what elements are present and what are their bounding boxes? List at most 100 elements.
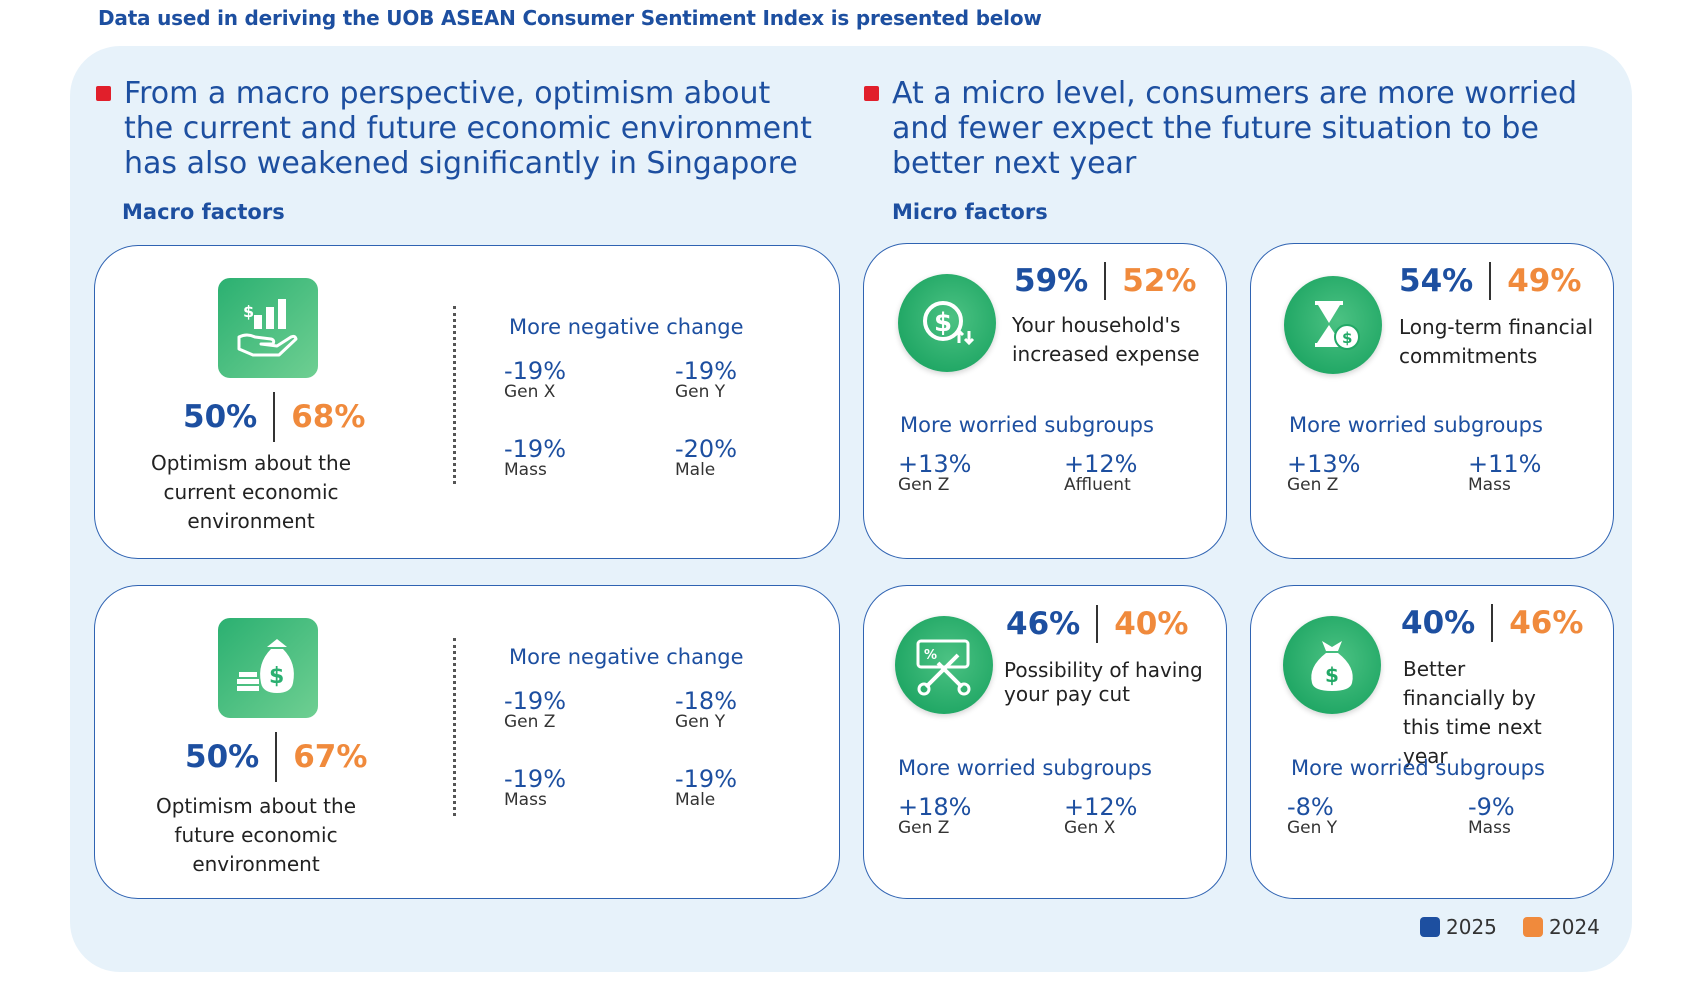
stat-item: -18% Gen Y [675, 689, 737, 732]
stat-item: +13% Gen Z [1287, 452, 1360, 495]
stat-value: +13% [1287, 450, 1361, 478]
page-note: Data used in deriving the UOB ASEAN Cons… [98, 6, 1042, 30]
stat-group: Mass [504, 790, 547, 810]
stat-value: +13% [898, 450, 972, 478]
legend-2024: 2024 [1523, 915, 1600, 939]
stat-item: +11% Mass [1468, 452, 1541, 495]
stat-value: -19% [504, 435, 567, 463]
micro-better-pct: 40% 46% [1401, 604, 1583, 642]
micro-card-commitments: $ 54% 49% Long-term financial commitment… [1250, 243, 1614, 559]
stat-item: -8% Gen Y [1287, 795, 1337, 838]
pct-2024: 49% [1507, 263, 1582, 299]
stat-group: Male [675, 790, 716, 810]
pct-2025: 46% [1006, 606, 1081, 642]
stat-item: -19% Male [675, 767, 737, 810]
micro-expense-desc: Your household's increased expense [1012, 313, 1200, 366]
stat-group: Mass [1468, 818, 1511, 838]
legend-label: 2024 [1549, 915, 1600, 939]
stat-item: +12% Affluent [1064, 452, 1137, 495]
legend-2025: 2025 [1420, 915, 1497, 939]
legend-label: 2025 [1446, 915, 1497, 939]
stat-group: Gen Y [675, 712, 726, 732]
stat-group: Mass [1468, 475, 1511, 495]
pct-2024: 40% [1114, 606, 1189, 642]
pay-cut-scissors-icon: % [895, 616, 993, 714]
pct-divider [1489, 262, 1492, 300]
pct-divider [1104, 262, 1107, 300]
stat-group: Gen Y [675, 382, 726, 402]
stat-group: Gen Z [898, 818, 950, 838]
macro-card-future: $ 50% 67% Optimism about the future econ… [94, 585, 840, 899]
micro-better-subtitle: More worried subgroups [1291, 756, 1545, 780]
stat-item: +12% Gen X [1064, 795, 1137, 838]
money-bag-icon: $ [1283, 616, 1381, 714]
pct-2025: 50% [185, 739, 260, 775]
macro-current-pct: 50% 68% [183, 392, 365, 442]
money-bag-coins-icon: $ [218, 618, 318, 718]
stat-value: -19% [675, 765, 738, 793]
svg-text:$: $ [934, 308, 952, 338]
stat-value: -18% [675, 687, 738, 715]
macro-future-desc: Optimism about the future economic envir… [155, 794, 357, 876]
pct-2024: 46% [1509, 605, 1584, 641]
stat-value: +12% [1064, 450, 1138, 478]
micro-factors-label: Micro factors [892, 200, 1048, 224]
stat-value: +11% [1468, 450, 1542, 478]
stat-value: -19% [504, 687, 567, 715]
stat-item: -19% Gen Y [675, 359, 737, 402]
micro-commitments-desc: Long-term financial commitments [1399, 315, 1594, 368]
pct-divider [275, 732, 278, 782]
stat-group: Gen X [504, 382, 556, 402]
macro-current-subtitle: More negative change [509, 315, 744, 339]
stat-value: -9% [1468, 793, 1515, 821]
pct-2025: 50% [183, 399, 258, 435]
dotted-divider [453, 306, 456, 484]
stat-group: Male [675, 460, 716, 480]
macro-heading-text: From a macro perspective, optimism about… [124, 76, 812, 181]
stat-item: -9% Mass [1468, 795, 1515, 838]
stat-group: Gen Z [898, 475, 950, 495]
stat-group: Gen Z [1287, 475, 1339, 495]
micro-expense-pct: 59% 52% [1014, 262, 1196, 300]
micro-paycut-pct: 46% 40% [1006, 605, 1188, 643]
svg-text:$: $ [1342, 329, 1352, 347]
pct-2025: 40% [1401, 605, 1476, 641]
stat-value: -19% [504, 765, 567, 793]
pct-divider [273, 392, 276, 442]
micro-better-desc: Better financially by this time next yea… [1403, 657, 1542, 768]
micro-commitments-pct: 54% 49% [1399, 262, 1581, 300]
micro-heading-text: At a micro level, consumers are more wor… [892, 76, 1578, 181]
stat-value: -20% [675, 435, 738, 463]
macro-heading: From a macro perspective, optimism about… [96, 76, 824, 181]
svg-text:$: $ [1325, 663, 1339, 687]
pct-2024: 52% [1122, 263, 1197, 299]
micro-card-paycut: % 46% 40% Possibility of having your pay… [863, 585, 1227, 899]
stat-value: +12% [1064, 793, 1138, 821]
stat-item: -19% Mass [504, 767, 566, 810]
stat-item: -20% Male [675, 437, 737, 480]
pct-2025: 54% [1399, 263, 1474, 299]
stat-item: +18% Gen Z [898, 795, 971, 838]
macro-current-desc: Optimism about the current economic envi… [150, 451, 352, 533]
micro-card-better-financially: $ 40% 46% Better financially by this tim… [1250, 585, 1614, 899]
stat-item: +13% Gen Z [898, 452, 971, 495]
heading-bullet [864, 86, 879, 101]
micro-commitments-subtitle: More worried subgroups [1289, 413, 1543, 437]
pct-divider [1096, 605, 1099, 643]
stat-item: -19% Gen X [504, 359, 566, 402]
hourglass-coin-icon: $ [1284, 276, 1382, 374]
svg-text:$: $ [243, 302, 254, 321]
micro-paycut-desc: Possibility of having your pay cut [1004, 658, 1203, 706]
macro-future-pct: 50% 67% [185, 732, 367, 782]
macro-factors-label: Macro factors [122, 200, 285, 224]
content-panel: From a macro perspective, optimism about… [70, 46, 1632, 972]
dotted-divider [453, 638, 456, 816]
svg-text:$: $ [269, 664, 284, 689]
stat-group: Affluent [1064, 475, 1131, 495]
stat-group: Gen Z [504, 712, 556, 732]
pct-2025: 59% [1014, 263, 1089, 299]
stat-group: Gen X [1064, 818, 1116, 838]
pct-2024: 68% [291, 399, 366, 435]
stat-group: Gen Y [1287, 818, 1338, 838]
macro-future-subtitle: More negative change [509, 645, 744, 669]
